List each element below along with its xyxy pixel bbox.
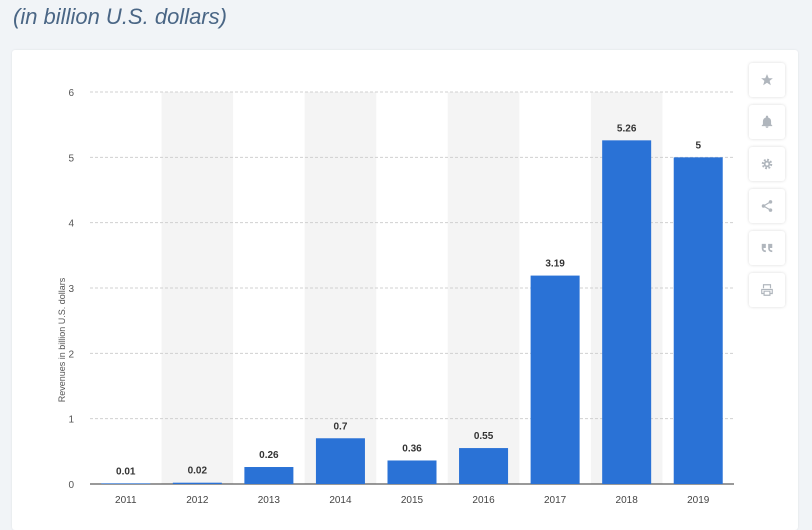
y-tick-label: 6 — [68, 88, 74, 99]
bar-chart: 0 1 2 3 4 5 6 0.01 2011 0.02 2012 0.26 2013 0.7 2014 0.… — [68, 88, 734, 506]
y-tick-label: 0 — [68, 480, 74, 491]
x-tick-label: 2018 — [616, 495, 639, 506]
y-tick-label: 5 — [68, 153, 74, 164]
bar — [602, 140, 652, 484]
chart-card: 0 1 2 3 4 5 6 0.01 2011 0.02 2012 0.26 2013 0.7 2014 0.… — [12, 50, 798, 530]
chart-subtitle: (in billion U.S. dollars) — [13, 4, 227, 29]
cite-button[interactable] — [749, 231, 785, 265]
notification-button[interactable] — [749, 105, 785, 139]
bar — [459, 448, 509, 484]
favorite-button[interactable] — [749, 63, 785, 97]
bar — [315, 438, 365, 484]
bar — [172, 482, 222, 484]
y-tick-label: 4 — [68, 219, 74, 230]
x-tick-label: 2012 — [186, 495, 209, 506]
y-axis-label: Revenues in billion U.S. dollars — [57, 277, 67, 403]
chart-toolbar — [749, 63, 787, 315]
data-label: 0.01 — [116, 466, 136, 477]
x-tick-label: 2019 — [687, 495, 710, 506]
data-label: 0.36 — [402, 443, 422, 454]
data-label: 5 — [695, 140, 701, 151]
x-tick-label: 2011 — [115, 495, 137, 506]
x-tick-label: 2016 — [472, 495, 495, 506]
x-tick-label: 2014 — [329, 495, 352, 506]
data-label: 0.26 — [259, 450, 279, 461]
data-label: 0.55 — [474, 431, 494, 442]
y-tick-label: 3 — [68, 284, 74, 295]
share-icon — [761, 200, 773, 212]
bar — [387, 460, 437, 484]
x-tick-label: 2015 — [401, 495, 424, 506]
x-tick-label: 2017 — [544, 495, 567, 506]
bar — [530, 275, 580, 484]
y-tick-label: 1 — [68, 415, 74, 426]
bar — [673, 157, 723, 484]
category-band — [447, 92, 520, 484]
y-tick-label: 2 — [68, 349, 74, 360]
data-label: 0.7 — [333, 421, 347, 432]
x-tick-label: 2013 — [258, 495, 281, 506]
print-button[interactable] — [749, 273, 785, 307]
data-label: 0.02 — [188, 466, 208, 477]
bell-icon — [761, 115, 773, 128]
quote-icon — [761, 243, 773, 253]
bar — [101, 483, 151, 484]
data-label: 5.26 — [617, 123, 637, 134]
star-icon — [761, 74, 773, 86]
gear-icon — [761, 158, 773, 170]
bar — [244, 467, 294, 484]
share-button[interactable] — [749, 189, 785, 223]
data-label: 3.19 — [545, 259, 565, 270]
settings-button[interactable] — [749, 147, 785, 181]
print-icon — [761, 284, 773, 296]
